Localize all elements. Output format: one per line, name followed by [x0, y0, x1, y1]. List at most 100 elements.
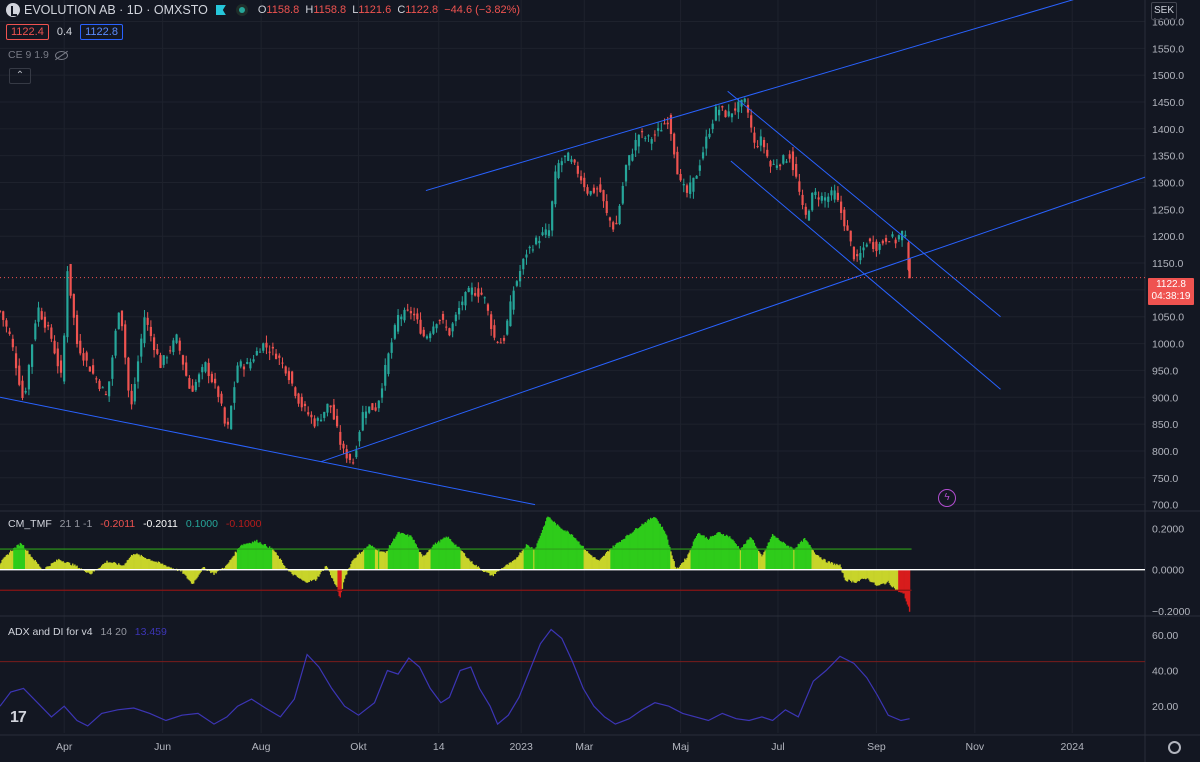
collapse-chevron-button[interactable]: ⌃ — [9, 68, 31, 84]
tmf-bar — [241, 544, 243, 570]
tmf-bar — [543, 525, 546, 570]
chandelier-indicator-legend[interactable]: CE 9 1.9 — [8, 49, 68, 61]
ask-box[interactable]: 1122.8 — [80, 24, 123, 40]
currency-button[interactable]: SEK — [1151, 2, 1177, 20]
candle-body — [332, 404, 335, 420]
tmf-bar — [550, 519, 552, 570]
candle-body — [734, 108, 737, 111]
tmf-bar — [458, 546, 460, 570]
tmf-bar — [879, 569, 882, 585]
tmf-bar — [495, 569, 498, 572]
candle-body — [181, 355, 185, 365]
candle-body — [406, 309, 409, 311]
tmf-bar — [332, 569, 334, 579]
tmf-bar — [441, 539, 443, 570]
tmf-bar — [436, 542, 439, 570]
candle-body — [518, 271, 522, 282]
tmf-bar — [60, 560, 62, 570]
tmf-bar — [746, 540, 748, 570]
tmf-bar — [680, 563, 683, 570]
tmf-bar — [337, 569, 339, 592]
tmf-bar — [512, 560, 515, 570]
candle-body — [56, 348, 59, 367]
tmf-bar — [6, 554, 9, 570]
candle-body — [461, 301, 464, 306]
candle-body — [220, 393, 223, 404]
flag-icon[interactable] — [215, 5, 226, 15]
market-status-icon[interactable] — [235, 4, 248, 16]
tmf-bar — [477, 566, 480, 570]
candle-body — [522, 258, 525, 270]
tmf-bar — [726, 535, 729, 570]
tmf-bar — [822, 560, 824, 570]
tmf-bar — [461, 551, 463, 570]
candle-body — [666, 122, 669, 125]
candle-body — [711, 123, 714, 130]
tmf-bar — [654, 517, 656, 570]
candle-body — [300, 396, 303, 408]
tmf-bar — [830, 562, 833, 570]
tmf-bar — [714, 534, 716, 570]
lightning-icon[interactable]: ϟ — [938, 489, 956, 507]
candle-body — [291, 371, 294, 384]
tmf-bar — [838, 565, 840, 570]
price-tick-label: 1300.0 — [1152, 178, 1184, 190]
candle-body — [287, 371, 291, 381]
tmf-bar — [430, 548, 432, 570]
tmf-bar — [266, 547, 269, 570]
tmf-bar — [421, 556, 424, 570]
tmf-bar — [472, 563, 474, 570]
tmf-bar — [118, 563, 120, 570]
tmf-bar — [247, 543, 249, 570]
candle-body — [615, 222, 618, 225]
candle-body — [657, 128, 660, 131]
tmf-bar — [212, 569, 214, 573]
tmf-bar — [490, 569, 492, 576]
candle-body — [409, 311, 413, 314]
tmf-bar — [866, 569, 868, 579]
tmf-bar — [515, 559, 517, 570]
tmf-bar — [63, 562, 65, 570]
tmf-bar — [905, 569, 908, 602]
candle-body — [390, 342, 393, 353]
tmf-bar — [645, 522, 648, 570]
candle-body — [570, 159, 573, 162]
tmf-bar — [165, 565, 167, 570]
tmf-bar — [453, 543, 455, 570]
hide-eye-icon[interactable] — [54, 50, 68, 60]
tmf-bar — [15, 547, 17, 570]
candle-body — [40, 311, 43, 320]
tmf-bar — [278, 558, 280, 570]
tmf-bar — [88, 569, 90, 573]
candle-body — [750, 115, 753, 128]
tmf-bar — [324, 566, 327, 570]
tmf-bar — [841, 569, 843, 573]
tmf-bar — [149, 559, 151, 570]
tmf-bar — [768, 542, 771, 570]
tmf-bar — [39, 567, 42, 570]
tmf-legend[interactable]: CM_TMF 21 1 -1 -0.2011 -0.2011 0.1000 -0… — [8, 518, 262, 530]
tmf-bar — [374, 549, 377, 570]
tradingview-logo-icon[interactable]: 17 — [10, 709, 27, 726]
tmf-bar — [469, 560, 471, 570]
candle-body — [146, 317, 149, 325]
tmf-bar — [582, 545, 584, 570]
adx-legend[interactable]: ADX and DI for v4 14 20 13.459 — [8, 626, 167, 638]
tmf-bar — [389, 545, 392, 570]
trend-line — [0, 396, 536, 506]
candle-body — [252, 359, 255, 362]
tmf-bar — [465, 557, 468, 570]
candle-body — [413, 313, 416, 316]
candle-body — [557, 163, 560, 178]
tmf-bar — [154, 561, 156, 570]
price-tick-label: 1450.0 — [1152, 97, 1184, 109]
tmf-bar — [801, 541, 804, 570]
tmf-bar — [757, 551, 760, 570]
tmf-bar — [445, 536, 447, 570]
bid-box[interactable]: 1122.4 — [6, 24, 49, 40]
tmf-bar — [277, 555, 279, 570]
tmf-bar — [365, 548, 367, 570]
symbol-title[interactable]: EVOLUTION AB · 1D · OMXSTO — [24, 3, 208, 17]
settings-gear-icon[interactable] — [1168, 741, 1181, 754]
